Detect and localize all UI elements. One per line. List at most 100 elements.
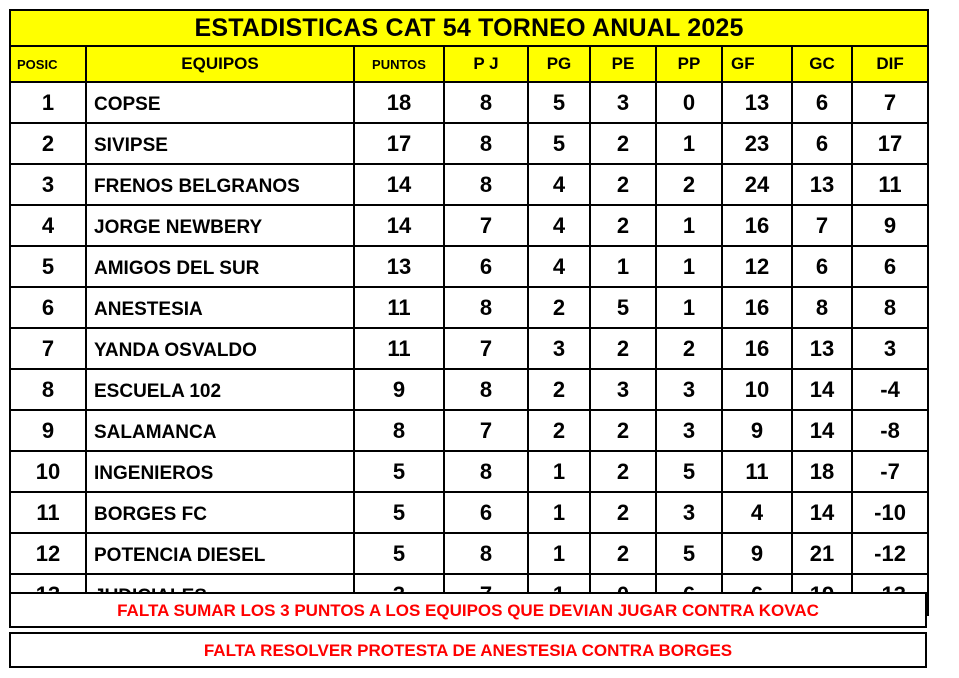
cell-drawn: 2 [589, 122, 657, 165]
note-kovac-points: FALTA SUMAR LOS 3 PUNTOS A LOS EQUIPOS Q… [9, 592, 927, 628]
cell-goals-against: 6 [791, 81, 853, 124]
header-pe: PE [589, 45, 657, 83]
table-row: 6 ANESTESIA 11 8 2 5 1 16 8 8 [9, 286, 930, 329]
header-gf: GF [721, 45, 793, 83]
cell-goals-for: 24 [721, 163, 793, 206]
cell-goals-for: 12 [721, 245, 793, 288]
table-row: 4 JORGE NEWBERY 14 7 4 2 1 16 7 9 [9, 204, 930, 247]
cell-goal-difference: 6 [850, 245, 930, 288]
cell-goals-for: 23 [721, 122, 793, 165]
cell-played: 6 [443, 245, 529, 288]
table-row: 12 POTENCIA DIESEL 5 8 1 2 5 9 21 -12 [9, 532, 930, 575]
standings-sheet: ESTADISTICAS CAT 54 TORNEO ANUAL 2025 PO… [8, 9, 930, 616]
header-puntos: PUNTOS [353, 45, 445, 83]
cell-goals-for: 9 [721, 532, 793, 575]
cell-team: JORGE NEWBERY [85, 204, 355, 247]
table-row: 2 SIVIPSE 17 8 5 2 1 23 6 17 [9, 122, 930, 165]
cell-drawn: 2 [589, 204, 657, 247]
cell-drawn: 5 [589, 286, 657, 329]
cell-position: 4 [9, 204, 87, 247]
cell-position: 9 [9, 409, 87, 452]
cell-team: SALAMANCA [85, 409, 355, 452]
table-row: 10 INGENIEROS 5 8 1 2 5 11 18 -7 [9, 450, 930, 493]
cell-won: 3 [527, 327, 591, 370]
cell-position: 7 [9, 327, 87, 370]
cell-goal-difference: 17 [850, 122, 930, 165]
cell-goals-for: 16 [721, 286, 793, 329]
header-pp: PP [655, 45, 723, 83]
cell-team: ANESTESIA [85, 286, 355, 329]
cell-goals-against: 6 [791, 245, 853, 288]
cell-drawn: 1 [589, 245, 657, 288]
note-anestesia-protest: FALTA RESOLVER PROTESTA DE ANESTESIA CON… [9, 632, 927, 668]
cell-position: 1 [9, 81, 87, 124]
cell-position: 5 [9, 245, 87, 288]
cell-played: 8 [443, 286, 529, 329]
cell-won: 2 [527, 368, 591, 411]
cell-goals-for: 13 [721, 81, 793, 124]
cell-points: 9 [353, 368, 445, 411]
cell-won: 1 [527, 450, 591, 493]
cell-won: 5 [527, 81, 591, 124]
cell-points: 13 [353, 245, 445, 288]
cell-won: 2 [527, 286, 591, 329]
cell-position: 12 [9, 532, 87, 575]
cell-team: INGENIEROS [85, 450, 355, 493]
notes-area: FALTA SUMAR LOS 3 PUNTOS A LOS EQUIPOS Q… [9, 592, 927, 668]
cell-lost: 3 [655, 491, 723, 534]
cell-drawn: 2 [589, 491, 657, 534]
cell-goals-against: 13 [791, 327, 853, 370]
cell-won: 1 [527, 532, 591, 575]
cell-lost: 1 [655, 286, 723, 329]
cell-lost: 3 [655, 409, 723, 452]
cell-lost: 0 [655, 81, 723, 124]
header-dif: DIF [850, 45, 930, 83]
header-row: POSIC EQUIPOS PUNTOS P J PG PE PP GF GC … [9, 45, 930, 83]
cell-drawn: 3 [589, 368, 657, 411]
cell-goals-against: 7 [791, 204, 853, 247]
cell-played: 7 [443, 204, 529, 247]
cell-goals-for: 16 [721, 204, 793, 247]
cell-team: POTENCIA DIESEL [85, 532, 355, 575]
cell-lost: 3 [655, 368, 723, 411]
cell-drawn: 2 [589, 163, 657, 206]
table-title: ESTADISTICAS CAT 54 TORNEO ANUAL 2025 [8, 9, 930, 47]
cell-points: 14 [353, 163, 445, 206]
cell-played: 8 [443, 163, 529, 206]
cell-played: 8 [443, 122, 529, 165]
table-row: 8 ESCUELA 102 9 8 2 3 3 10 14 -4 [9, 368, 930, 411]
header-equipos: EQUIPOS [85, 45, 355, 83]
table-row: 7 YANDA OSVALDO 11 7 3 2 2 16 13 3 [9, 327, 930, 370]
cell-goal-difference: 8 [850, 286, 930, 329]
standings-table: ESTADISTICAS CAT 54 TORNEO ANUAL 2025 PO… [8, 9, 930, 616]
table-row: 9 SALAMANCA 8 7 2 2 3 9 14 -8 [9, 409, 930, 452]
cell-goals-for: 9 [721, 409, 793, 452]
cell-drawn: 2 [589, 327, 657, 370]
cell-goal-difference: -10 [850, 491, 930, 534]
cell-lost: 5 [655, 532, 723, 575]
table-row: 3 FRENOS BELGRANOS 14 8 4 2 2 24 13 11 [9, 163, 930, 206]
cell-team: SIVIPSE [85, 122, 355, 165]
cell-goals-against: 13 [791, 163, 853, 206]
cell-points: 5 [353, 491, 445, 534]
cell-goal-difference: 11 [850, 163, 930, 206]
cell-position: 3 [9, 163, 87, 206]
cell-lost: 2 [655, 163, 723, 206]
cell-goals-against: 18 [791, 450, 853, 493]
cell-played: 8 [443, 532, 529, 575]
cell-goals-against: 14 [791, 368, 853, 411]
cell-points: 5 [353, 532, 445, 575]
header-gc: GC [791, 45, 853, 83]
cell-lost: 1 [655, 204, 723, 247]
cell-points: 14 [353, 204, 445, 247]
header-pg: PG [527, 45, 591, 83]
cell-position: 10 [9, 450, 87, 493]
cell-played: 8 [443, 81, 529, 124]
header-pj: P J [443, 45, 529, 83]
cell-position: 6 [9, 286, 87, 329]
cell-goals-against: 6 [791, 122, 853, 165]
cell-points: 11 [353, 327, 445, 370]
cell-drawn: 2 [589, 409, 657, 452]
cell-goals-against: 8 [791, 286, 853, 329]
cell-position: 11 [9, 491, 87, 534]
